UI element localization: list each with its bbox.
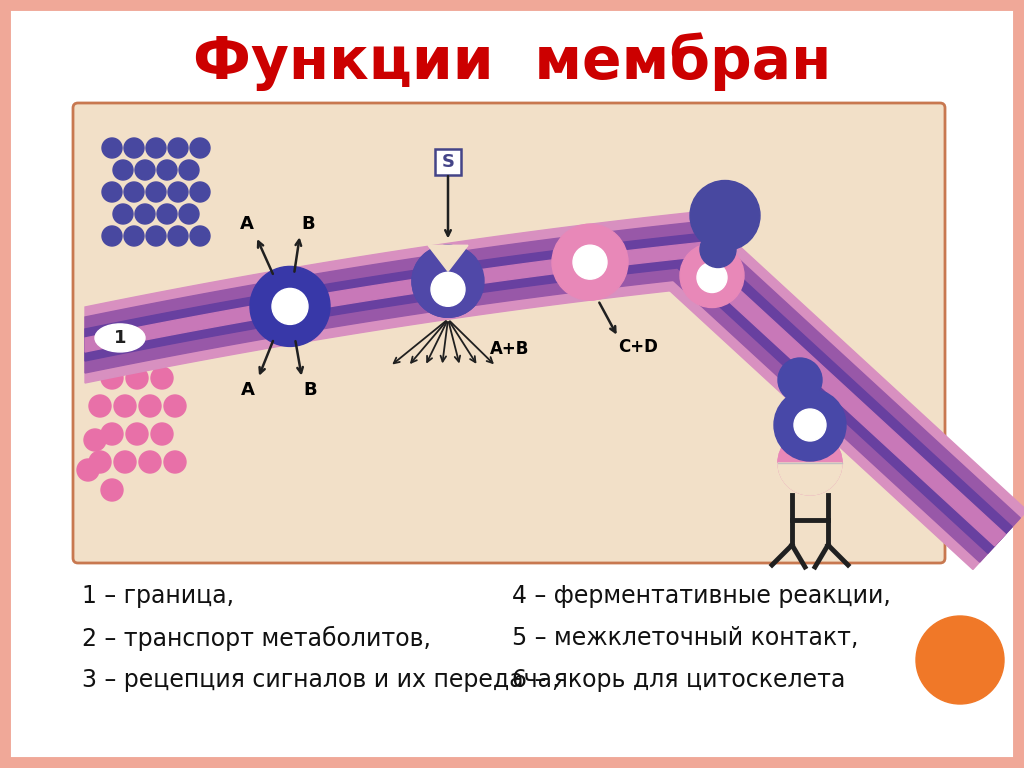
Text: 5: 5 (706, 269, 718, 286)
Text: B: B (301, 215, 314, 233)
Circle shape (139, 339, 161, 361)
FancyBboxPatch shape (73, 103, 945, 563)
Circle shape (168, 138, 188, 158)
Circle shape (114, 395, 136, 417)
Circle shape (89, 339, 111, 361)
Polygon shape (685, 249, 1006, 546)
Circle shape (101, 479, 123, 501)
Circle shape (680, 243, 744, 307)
Circle shape (916, 616, 1004, 704)
Circle shape (778, 431, 842, 495)
Circle shape (146, 182, 166, 202)
Wedge shape (778, 431, 842, 463)
Circle shape (114, 339, 136, 361)
Circle shape (179, 204, 199, 224)
Circle shape (126, 423, 148, 445)
Text: 4: 4 (584, 253, 597, 272)
Circle shape (114, 451, 136, 473)
Circle shape (135, 204, 155, 224)
Circle shape (84, 429, 106, 451)
Text: A+B: A+B (490, 340, 529, 359)
Polygon shape (85, 230, 730, 361)
Polygon shape (85, 218, 730, 373)
Circle shape (77, 459, 99, 481)
Circle shape (126, 367, 148, 389)
Text: 3: 3 (441, 280, 455, 299)
Text: S: S (441, 154, 455, 171)
Polygon shape (678, 242, 1012, 553)
Circle shape (124, 182, 144, 202)
Text: 5 – межклеточный контакт,: 5 – межклеточный контакт, (512, 626, 858, 650)
Text: 2: 2 (283, 296, 297, 316)
Ellipse shape (95, 324, 145, 352)
Circle shape (774, 389, 846, 461)
Circle shape (250, 266, 330, 346)
Circle shape (190, 138, 210, 158)
Circle shape (157, 160, 177, 180)
Polygon shape (85, 208, 730, 383)
Circle shape (794, 409, 826, 441)
Circle shape (190, 182, 210, 202)
Circle shape (135, 160, 155, 180)
Text: 4 – ферментативные реакции,: 4 – ферментативные реакции, (512, 584, 891, 608)
Circle shape (101, 367, 123, 389)
Text: 2 – транспорт метаболитов,: 2 – транспорт метаболитов, (82, 625, 431, 650)
Circle shape (190, 226, 210, 246)
Circle shape (164, 451, 186, 473)
Wedge shape (778, 463, 842, 495)
Circle shape (89, 395, 111, 417)
Circle shape (146, 226, 166, 246)
Circle shape (431, 273, 465, 306)
Circle shape (412, 245, 484, 317)
Circle shape (157, 204, 177, 224)
Circle shape (89, 451, 111, 473)
Circle shape (113, 160, 133, 180)
Circle shape (697, 263, 727, 293)
Circle shape (164, 395, 186, 417)
Circle shape (151, 423, 173, 445)
FancyBboxPatch shape (4, 4, 1020, 764)
Circle shape (168, 226, 188, 246)
Circle shape (102, 138, 122, 158)
Text: A: A (240, 215, 254, 233)
Wedge shape (412, 245, 475, 317)
Circle shape (146, 138, 166, 158)
Circle shape (573, 245, 607, 280)
FancyBboxPatch shape (435, 149, 461, 175)
Circle shape (139, 395, 161, 417)
Circle shape (700, 231, 736, 267)
Text: A: A (241, 382, 255, 399)
Text: 6: 6 (803, 415, 817, 435)
Circle shape (101, 423, 123, 445)
Circle shape (124, 138, 144, 158)
Circle shape (272, 289, 308, 324)
Circle shape (151, 367, 173, 389)
Circle shape (168, 182, 188, 202)
Circle shape (113, 204, 133, 224)
Polygon shape (428, 245, 468, 271)
Circle shape (778, 358, 822, 402)
Circle shape (139, 451, 161, 473)
Circle shape (552, 224, 628, 300)
Text: 6 – якорь для цитоскелета: 6 – якорь для цитоскелета (512, 668, 846, 692)
Circle shape (124, 226, 144, 246)
Text: 1: 1 (114, 329, 126, 347)
Polygon shape (85, 240, 730, 352)
Circle shape (179, 160, 199, 180)
Circle shape (102, 226, 122, 246)
Text: 3 – рецепция сигналов и их передача,: 3 – рецепция сигналов и их передача, (82, 668, 559, 692)
Text: B: B (303, 382, 316, 399)
Circle shape (164, 339, 186, 361)
Polygon shape (663, 226, 1024, 569)
Polygon shape (670, 233, 1020, 562)
Text: 1 – граница,: 1 – граница, (82, 584, 234, 608)
Circle shape (102, 182, 122, 202)
Circle shape (690, 180, 760, 250)
Text: C+D: C+D (618, 338, 658, 356)
Text: Функции  мембран: Функции мембран (193, 33, 831, 91)
